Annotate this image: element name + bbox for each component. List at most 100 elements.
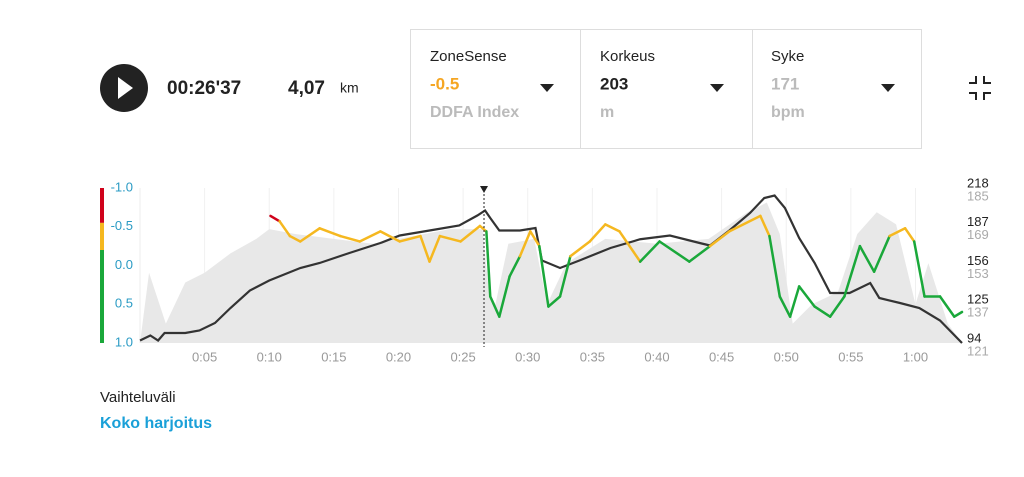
dropdown-arrow bbox=[881, 84, 895, 92]
panel-unit: m bbox=[600, 104, 614, 121]
panel-label: ZoneSense bbox=[430, 48, 507, 65]
zonesense-segment bbox=[379, 230, 402, 243]
zonesense-segment bbox=[688, 244, 712, 263]
zonesense-segment bbox=[912, 240, 926, 298]
zonesense-segment bbox=[768, 234, 782, 298]
y-tick-label: 0.0 bbox=[115, 257, 133, 272]
zonesense-segment bbox=[797, 285, 816, 308]
zonesense-segment bbox=[708, 230, 731, 248]
zone-bar bbox=[100, 250, 104, 343]
zonesense-segment bbox=[788, 285, 801, 318]
zone-bar bbox=[100, 222, 104, 250]
panel-label: Korkeus bbox=[600, 48, 655, 65]
y2-tick-label: 156 bbox=[967, 253, 989, 268]
zonesense-segment bbox=[872, 234, 891, 273]
zone-bar bbox=[100, 188, 104, 223]
zonesense-segment bbox=[588, 223, 607, 243]
x-tick-label: 1:00 bbox=[903, 349, 928, 364]
zonesense-segment bbox=[398, 234, 422, 243]
zonesense-segment bbox=[843, 244, 862, 298]
distance: 4,07 bbox=[288, 78, 325, 99]
zonesense-segment bbox=[428, 234, 442, 263]
zonesense-segment bbox=[419, 234, 431, 263]
y3-tick-label: 153 bbox=[967, 266, 989, 281]
zonesense-segment bbox=[858, 244, 876, 273]
panel-value: 171 bbox=[771, 74, 799, 93]
zonesense-segment bbox=[538, 244, 550, 308]
zonesense-segment bbox=[604, 223, 621, 233]
x-tick-label: 0:50 bbox=[774, 349, 799, 364]
range-value[interactable]: Koko harjoitus bbox=[100, 415, 212, 432]
y3-tick-label: 169 bbox=[967, 227, 989, 242]
panel-value: 203 bbox=[600, 74, 628, 93]
zonesense-segment bbox=[278, 220, 292, 238]
zonesense-segment bbox=[778, 295, 792, 318]
heart-rate-area bbox=[140, 202, 962, 343]
y-tick-label: -1.0 bbox=[111, 179, 133, 194]
play-icon bbox=[118, 77, 133, 99]
zonesense-segment bbox=[728, 214, 762, 233]
panel-label: Syke bbox=[771, 48, 804, 65]
x-tick-label: 0:40 bbox=[644, 349, 669, 364]
zonesense-segment bbox=[288, 234, 302, 243]
y3-tick-label: 185 bbox=[967, 188, 989, 203]
cursor-handle[interactable] bbox=[480, 186, 489, 193]
zonesense-segment bbox=[658, 240, 691, 263]
zonesense-segment bbox=[498, 275, 511, 318]
zonesense-segment bbox=[618, 230, 642, 263]
zonesense-segment bbox=[903, 227, 916, 243]
zonesense-segment bbox=[813, 305, 832, 318]
collapse-icon[interactable] bbox=[969, 76, 991, 100]
panel-box bbox=[410, 29, 922, 149]
zonesense-segment bbox=[358, 230, 382, 243]
panel-unit: DDFA Index bbox=[430, 104, 519, 121]
y3-tick-label: 137 bbox=[967, 305, 989, 320]
x-tick-label: 0:55 bbox=[838, 349, 863, 364]
zonesense-segment bbox=[952, 310, 964, 318]
zonesense-segment bbox=[518, 230, 532, 258]
x-tick-label: 0:15 bbox=[321, 349, 346, 364]
zonesense-segment bbox=[938, 295, 956, 318]
zonesense-segment bbox=[438, 234, 462, 243]
x-tick-label: 0:45 bbox=[709, 349, 734, 364]
zonesense-segment bbox=[529, 230, 541, 248]
zonesense-segment bbox=[339, 234, 361, 243]
y2-tick-label: 187 bbox=[967, 214, 989, 229]
y2-tick-label: 94 bbox=[967, 330, 981, 345]
zonesense-segment bbox=[759, 214, 771, 238]
zonesense-segment bbox=[828, 295, 846, 318]
y-tick-label: -0.5 bbox=[111, 218, 133, 233]
zonesense-segment bbox=[547, 295, 562, 308]
zonesense-segment bbox=[558, 254, 572, 298]
distance-unit: km bbox=[340, 80, 359, 96]
zonesense-segment bbox=[459, 224, 482, 243]
dropdown-arrow bbox=[540, 84, 554, 92]
y2-tick-label: 218 bbox=[967, 175, 989, 190]
y-tick-label: 0.5 bbox=[115, 296, 133, 311]
y-tick-label: 1.0 bbox=[115, 334, 133, 349]
elapsed-time: 00:26'37 bbox=[167, 78, 241, 99]
zonesense-segment bbox=[269, 214, 281, 223]
zonesense-segment bbox=[299, 227, 321, 243]
y2-tick-label: 125 bbox=[967, 292, 989, 307]
y3-tick-label: 121 bbox=[967, 343, 989, 358]
zonesense-segment bbox=[478, 224, 488, 233]
zonesense-segment bbox=[318, 227, 342, 238]
x-tick-label: 0:25 bbox=[450, 349, 475, 364]
panel-value: -0.5 bbox=[430, 74, 459, 93]
x-tick-label: 0:20 bbox=[386, 349, 411, 364]
x-tick-label: 0:35 bbox=[580, 349, 605, 364]
x-tick-label: 0:05 bbox=[192, 349, 217, 364]
zonesense-segment bbox=[489, 295, 501, 318]
zonesense-segment bbox=[508, 254, 522, 278]
dropdown-arrow bbox=[710, 84, 724, 92]
zonesense-segment bbox=[569, 240, 592, 258]
zonesense-segment bbox=[485, 230, 492, 298]
x-tick-label: 0:30 bbox=[515, 349, 540, 364]
x-tick-label: 0:10 bbox=[257, 349, 282, 364]
zonesense-segment bbox=[638, 240, 661, 263]
zonesense-segment bbox=[888, 227, 907, 238]
range-label: Vaihteluväli bbox=[100, 389, 176, 406]
